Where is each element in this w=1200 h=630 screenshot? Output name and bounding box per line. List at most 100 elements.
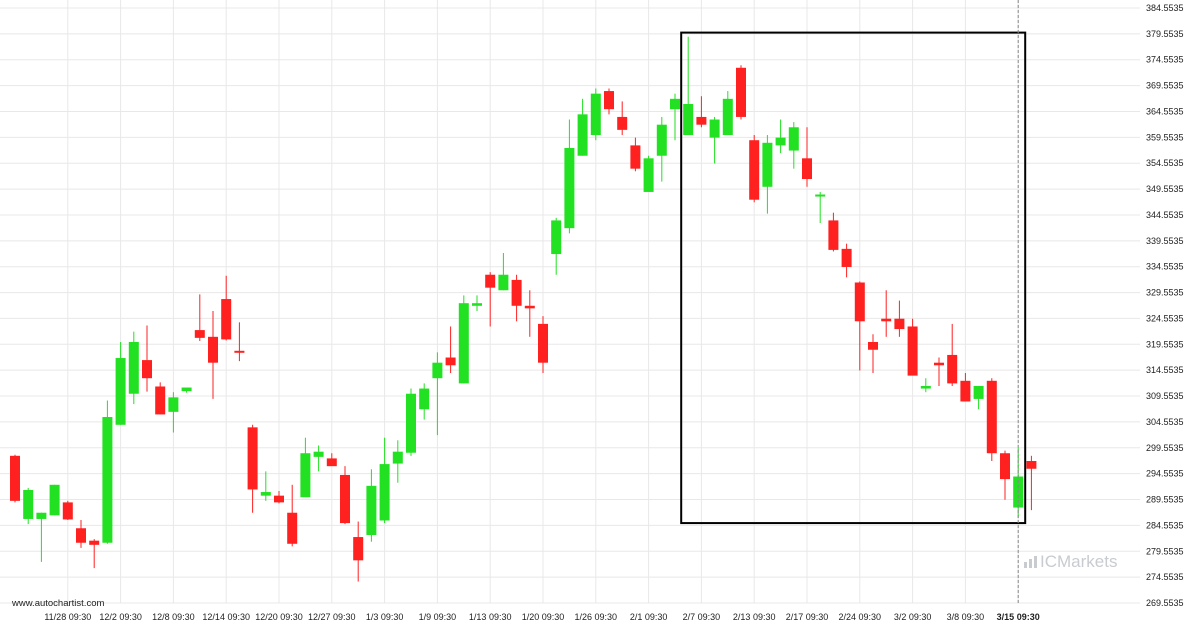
candle-body	[485, 274, 496, 288]
bearish-candle	[221, 275, 232, 341]
bearish-candle	[247, 424, 258, 513]
bullish-candle	[181, 387, 192, 393]
bullish-candle	[49, 484, 60, 516]
candle-body	[617, 116, 628, 130]
bearish-candle	[960, 373, 971, 402]
x-tick-label: 12/14 09:30	[202, 612, 250, 622]
candle-body	[10, 455, 20, 501]
x-tick-label: 12/2 09:30	[99, 612, 142, 622]
broker-logo-icon	[1024, 556, 1037, 568]
candle-body	[432, 362, 443, 379]
bearish-candle	[538, 316, 548, 374]
pattern-highlight-rectangle	[680, 31, 1027, 525]
y-tick-label: 379.5535	[1146, 29, 1184, 39]
candle-body	[300, 453, 311, 498]
candle-body	[551, 220, 562, 255]
y-tick-label: 299.5535	[1146, 443, 1184, 453]
bearish-candle	[194, 294, 205, 341]
x-tick-label: 2/24 09:30	[839, 612, 882, 622]
x-tick-label: 2/1 09:30	[630, 612, 668, 622]
candle-body	[36, 512, 47, 519]
y-tick-label: 324.5535	[1146, 313, 1184, 323]
bullish-candle	[406, 388, 416, 456]
y-tick-label: 364.5535	[1146, 106, 1184, 116]
bullish-candle	[590, 88, 601, 141]
bullish-candle	[23, 487, 34, 525]
bullish-candle	[300, 437, 311, 498]
bullish-candle	[775, 119, 786, 154]
bearish-candle	[828, 212, 839, 252]
bullish-candle	[683, 36, 694, 136]
candle-body	[775, 137, 786, 146]
bearish-candle	[511, 274, 522, 322]
y-tick-label: 314.5535	[1146, 365, 1184, 375]
y-tick-label: 334.5535	[1146, 262, 1184, 272]
bullish-candle	[472, 295, 482, 311]
y-tick-label: 279.5535	[1146, 546, 1184, 556]
y-tick-label: 339.5535	[1146, 236, 1184, 246]
candle-body	[973, 385, 984, 399]
x-tick-label: 1/3 09:30	[366, 612, 404, 622]
candle-body	[709, 119, 720, 138]
y-tick-label: 294.5535	[1146, 469, 1184, 479]
bearish-candle	[841, 243, 852, 278]
candle-body	[155, 386, 166, 415]
bullish-candle	[656, 116, 667, 182]
bearish-candle	[353, 521, 364, 582]
candle-body	[353, 537, 364, 561]
candle-body	[221, 299, 232, 340]
bearish-candle	[1000, 450, 1010, 500]
x-tick-label: 2/13 09:30	[733, 612, 776, 622]
bearish-candle	[62, 500, 73, 520]
bearish-candle	[89, 539, 100, 569]
broker-watermark: ICMarkets	[1024, 552, 1117, 572]
y-tick-label: 284.5535	[1146, 520, 1184, 530]
candle-body	[247, 427, 258, 490]
bullish-candle	[551, 217, 562, 275]
bearish-candle	[234, 322, 245, 362]
bullish-candle	[115, 341, 126, 425]
x-tick-label: 1/20 09:30	[522, 612, 565, 622]
bullish-candle	[102, 400, 113, 544]
x-axis-tick-labels: 11/28 09:30 12/2 09:30 12/8 09:30 12/14 09:…	[44, 612, 1039, 622]
candle-body	[960, 380, 971, 402]
candle-body	[89, 540, 100, 545]
bearish-candle	[524, 290, 535, 337]
candle-body	[577, 114, 588, 156]
bearish-candle	[287, 484, 298, 547]
candle-body	[683, 103, 694, 136]
candle-body	[670, 98, 680, 110]
bearish-candle	[617, 101, 628, 136]
bearish-candle	[934, 357, 944, 386]
y-tick-label: 304.5535	[1146, 417, 1184, 427]
candle-body	[788, 127, 799, 151]
candle-body	[366, 485, 377, 535]
y-tick-label: 354.5535	[1146, 158, 1184, 168]
y-tick-label: 359.5535	[1146, 132, 1184, 142]
bearish-candle	[881, 290, 892, 337]
bearish-candle	[142, 325, 152, 392]
candle-body	[128, 341, 139, 394]
candle-body	[696, 116, 707, 125]
candle-body	[868, 341, 878, 350]
bullish-candle	[36, 512, 47, 562]
candle-body	[986, 380, 997, 454]
candle-body	[49, 484, 60, 516]
candle-body	[62, 502, 73, 520]
bullish-candle	[815, 191, 826, 223]
candle-body	[23, 489, 34, 519]
bearish-candle	[1026, 455, 1037, 511]
y-tick-label: 384.5535	[1146, 3, 1184, 13]
broker-watermark-text: ICMarkets	[1040, 552, 1118, 571]
bullish-candle	[709, 116, 720, 164]
bearish-candle	[485, 272, 496, 327]
bearish-candle	[155, 382, 166, 415]
candle-body	[168, 397, 179, 412]
bullish-candle	[168, 392, 179, 433]
y-tick-label: 374.5535	[1146, 55, 1184, 65]
bullish-candle	[564, 119, 575, 234]
x-tick-label: 1/13 09:30	[469, 612, 512, 622]
bullish-candle	[722, 91, 733, 136]
y-tick-label: 309.5535	[1146, 391, 1184, 401]
